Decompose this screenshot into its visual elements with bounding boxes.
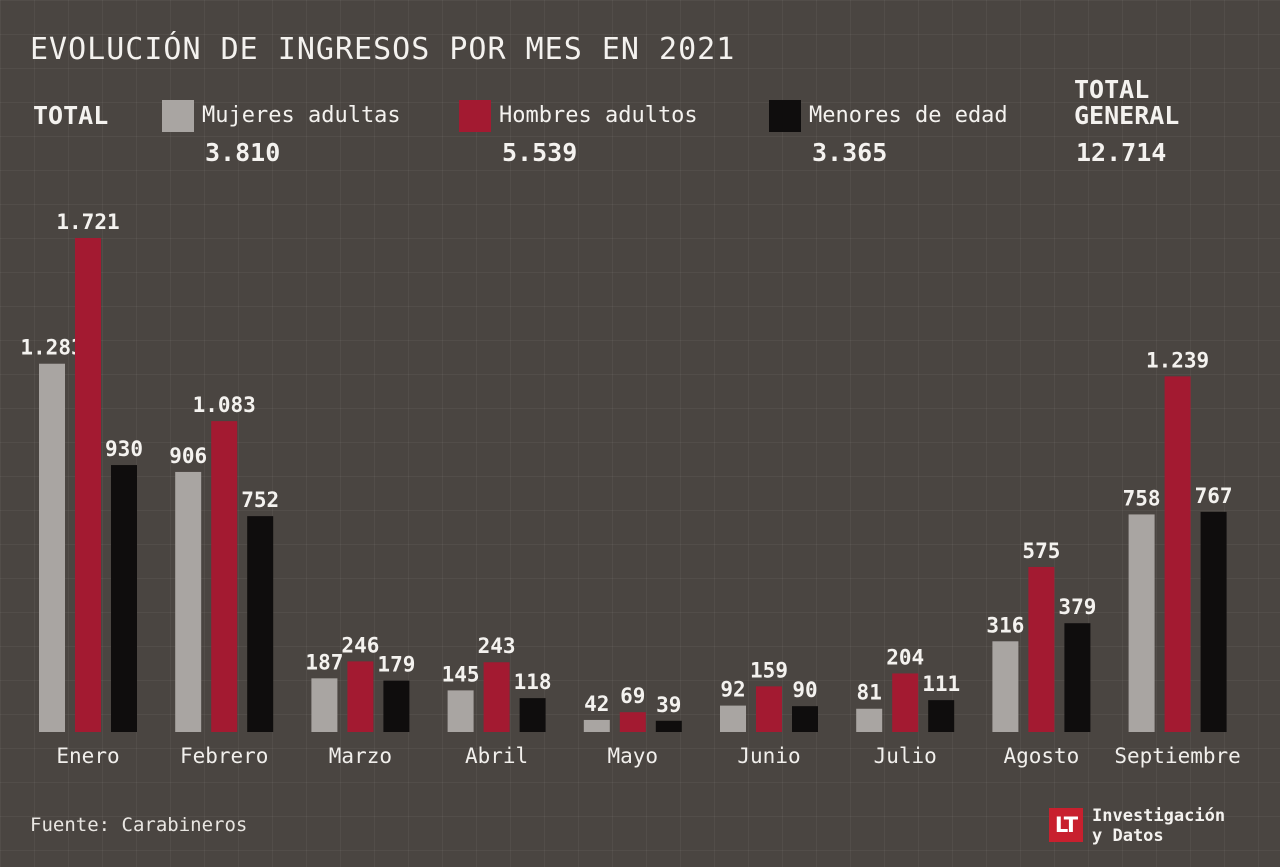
data-label: 92 <box>720 678 745 702</box>
lt-logo: LT <box>1049 808 1083 842</box>
data-label: 752 <box>241 488 279 512</box>
total-menores: 3.365 <box>812 138 888 167</box>
data-label: 111 <box>922 672 960 696</box>
data-label: 145 <box>442 662 480 686</box>
bar-enero-2 <box>75 238 101 732</box>
data-label: 204 <box>886 645 924 669</box>
logo-line-1: Investigación <box>1092 806 1226 826</box>
data-label: 42 <box>584 692 609 716</box>
bar-junio-3 <box>792 706 818 732</box>
data-label: 930 <box>105 437 143 461</box>
bar-junio-2 <box>756 686 782 732</box>
bar-marzo-1 <box>311 678 338 732</box>
legend-label-mujeres: Mujeres adultas <box>202 103 401 128</box>
bar-mayo-1 <box>583 719 610 732</box>
grand-total-value: 12.714 <box>1076 138 1167 167</box>
data-label: 243 <box>478 634 516 658</box>
bar-septiembre-2 <box>1164 376 1191 732</box>
legend-swatch-menores <box>769 100 801 132</box>
x-tick-label: Febrero <box>180 744 269 768</box>
grand-total-label-line1: TOTAL <box>1074 75 1150 104</box>
bar-febrero-1 <box>175 471 202 732</box>
legend-label-hombres: Hombres adultos <box>499 103 698 128</box>
total-label: TOTAL <box>33 101 109 130</box>
x-tick-label: Junio <box>737 744 800 768</box>
x-tick-label: Enero <box>56 744 119 768</box>
logo-text: Investigación y Datos <box>1092 806 1225 846</box>
bar-marzo-3 <box>383 680 410 732</box>
data-label: 118 <box>514 670 552 694</box>
bar-febrero-3 <box>247 516 274 732</box>
data-label: 81 <box>857 681 882 705</box>
bar-abril-1 <box>447 690 474 732</box>
data-label: 1.083 <box>193 393 256 417</box>
data-label: 159 <box>750 658 788 682</box>
total-mujeres: 3.810 <box>205 138 281 167</box>
logo-line-2: y Datos <box>1092 826 1164 846</box>
bar-agosto-1 <box>992 641 1019 732</box>
legend-swatch-hombres <box>459 100 491 132</box>
grand-total-label-line2: GENERAL <box>1074 101 1180 130</box>
bar-julio-1 <box>856 708 883 732</box>
data-label: 39 <box>656 693 681 717</box>
bar-enero-1 <box>39 363 65 732</box>
x-tick-label: Abril <box>465 744 528 768</box>
source-note: Fuente: Carabineros <box>30 814 248 836</box>
data-label: 1.239 <box>1146 348 1209 372</box>
bar-agosto-3 <box>1064 623 1091 732</box>
x-tick-label: Julio <box>874 744 937 768</box>
bar-mayo-2 <box>619 712 646 732</box>
data-label: 69 <box>620 684 645 708</box>
bar-septiembre-1 <box>1128 514 1155 732</box>
data-label: 246 <box>341 633 379 657</box>
total-hombres: 5.539 <box>502 138 578 167</box>
data-label: 575 <box>1022 539 1060 563</box>
data-label: 316 <box>986 613 1024 637</box>
chart-title: EVOLUCIÓN DE INGRESOS POR MES EN 2021 <box>30 32 736 67</box>
bar-abril-2 <box>483 662 510 732</box>
bar-abril-3 <box>519 698 546 732</box>
data-label: 906 <box>169 444 207 468</box>
x-tick-label: Marzo <box>329 744 392 768</box>
data-label: 1.721 <box>56 210 119 234</box>
data-label: 379 <box>1058 595 1096 619</box>
legend-label-menores: Menores de edad <box>809 103 1008 128</box>
legend-swatch-mujeres <box>162 100 194 132</box>
bar-agosto-2 <box>1028 566 1055 732</box>
data-label: 90 <box>792 678 817 702</box>
x-tick-label: Agosto <box>1003 744 1079 768</box>
bar-febrero-2 <box>211 421 238 732</box>
bar-marzo-2 <box>347 661 374 732</box>
data-label: 758 <box>1123 486 1161 510</box>
data-label: 187 <box>305 650 343 674</box>
bar-junio-1 <box>720 705 746 732</box>
x-tick-label: Mayo <box>608 744 659 768</box>
bar-septiembre-3 <box>1200 511 1227 732</box>
grand-total-label: TOTAL GENERAL <box>1074 77 1179 129</box>
bar-enero-3 <box>111 465 137 732</box>
data-label: 767 <box>1195 484 1233 508</box>
data-label: 1.283 <box>20 336 83 360</box>
bar-julio-2 <box>892 673 919 732</box>
bar-mayo-3 <box>655 720 682 732</box>
bar-julio-3 <box>928 700 955 732</box>
x-tick-label: Septiembre <box>1114 744 1240 768</box>
data-label: 179 <box>377 653 415 677</box>
